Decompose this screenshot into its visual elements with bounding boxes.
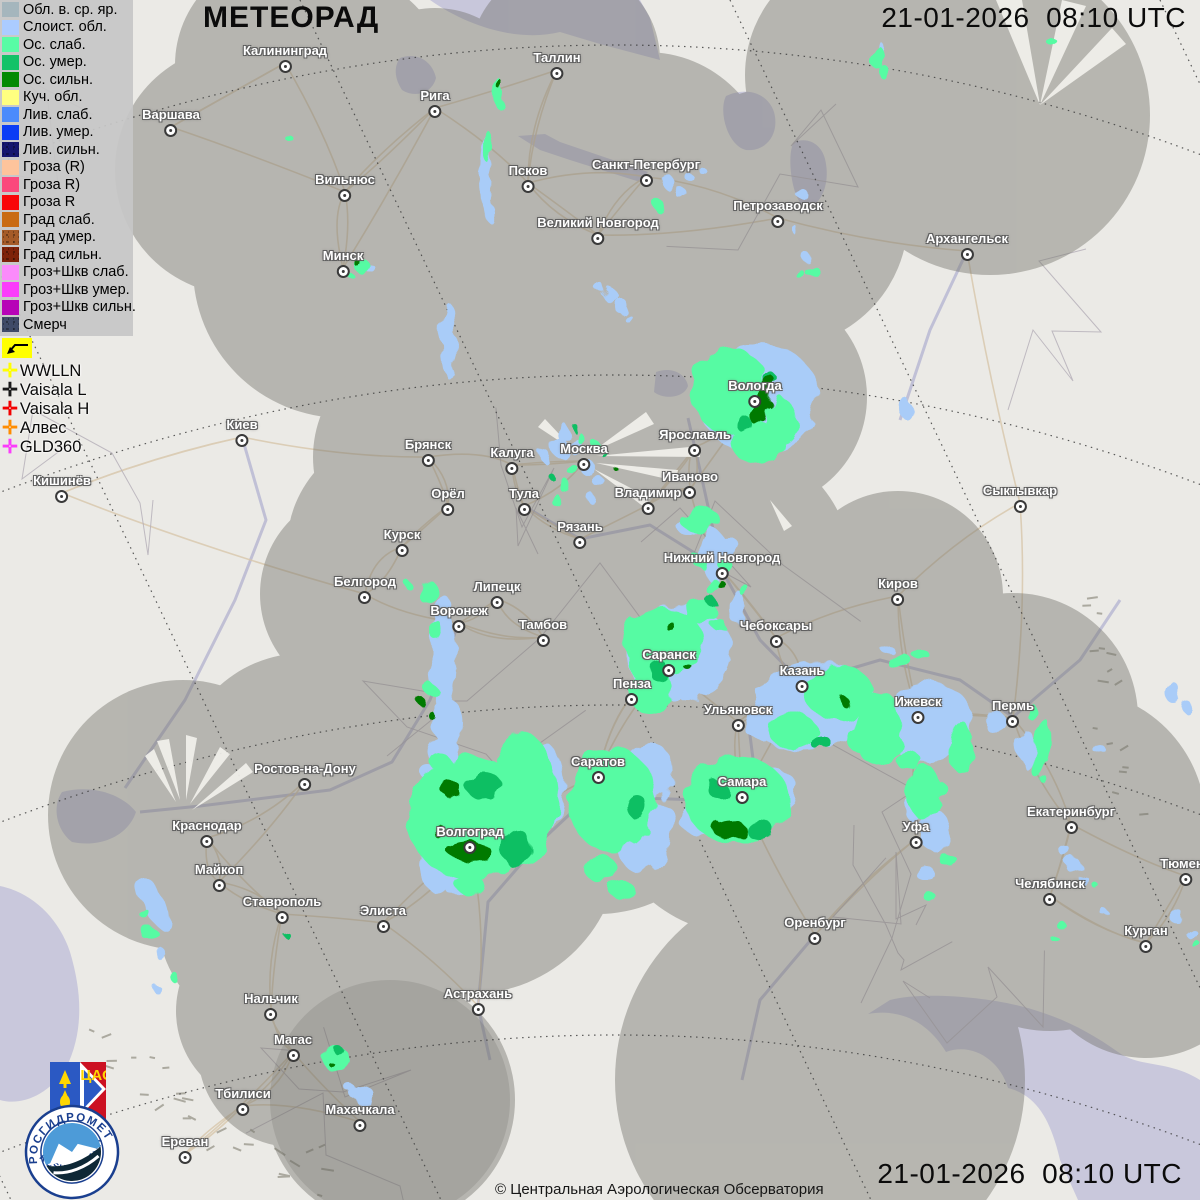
timestamp-top: 21-01-2026 08:10 UTC [881,2,1186,33]
legend-label: Гроз+Шкв умер. [23,281,130,298]
legend-label: Обл. в. ср. яр. [23,1,118,18]
legend-item: Слоист. обл. [0,19,133,37]
legend-label: Ос. умер. [23,54,87,71]
squall-symbol [2,338,32,358]
legend-item: Гроза R) [0,176,133,194]
legend-swatch [2,194,19,210]
legend-item: Ос. слаб. [0,36,133,54]
cross-icon: ✛ [2,380,18,401]
legend-swatch [2,107,19,123]
lightning-network-label: Vaisala H [19,400,90,418]
page-title: МЕТЕОРАД [203,1,380,34]
lightning-network-item: ✛ Vaisala H [2,400,89,419]
legend-item: Обл. в. ср. яр. [0,1,133,19]
legend-label: Слоист. обл. [23,19,107,36]
legend-label: Град умер. [23,229,96,246]
legend-item: Град умер. [0,229,133,247]
cross-icon: ✛ [2,399,18,420]
legend-swatch [2,2,19,18]
legend-swatch [2,229,19,245]
legend-item: Гроз+Шкв слаб. [0,264,133,282]
legend-swatch [2,159,19,175]
lightning-network-label: GLD360 [19,438,82,456]
legend-label: Лив. сильн. [23,141,100,158]
lightning-network-label: Vaisala L [19,381,87,399]
legend-item: Град слаб. [0,211,133,229]
legend-swatch [2,124,19,140]
legend-swatch [2,142,19,158]
legend-label: Гроз+Шкв слаб. [23,264,129,281]
legend-swatch [2,247,19,263]
legend-label: Ос. слаб. [23,36,86,53]
legend-label: Смерч [23,316,67,333]
legend-swatch [2,212,19,228]
legend-label: Куч. обл. [23,89,83,106]
legend-swatch [2,282,19,298]
legend-item: Град сильн. [0,246,133,264]
lightning-network-item: ✛ Vaisala L [2,381,89,400]
legend-item: Лив. сильн. [0,141,133,159]
legend-swatch [2,299,19,315]
legend-swatch [2,72,19,88]
legend-label: Лив. умер. [23,124,94,141]
legend-label: Ос. сильн. [23,71,93,88]
legend-label: Гроза R) [23,176,81,193]
legend-swatch [2,54,19,70]
copyright-text: © Центральная Аэрологическая Обсерватори… [495,1181,824,1198]
legend-label: Гроза (R) [23,159,85,176]
lightning-network-item: ✛ GLD360 [2,438,89,457]
precipitation-legend: Обл. в. ср. яр. Слоист. обл. Ос. слаб. Ос. … [0,0,136,336]
legend-swatch [2,37,19,53]
legend-swatch [2,177,19,193]
legend-label: Гроз+Шкв сильн. [23,299,136,316]
roshydromet-logo: РОСГИДРОМЕТ ROSHYDROMET [16,1100,120,1200]
squall-arrow-icon [7,344,28,354]
cao-letters: ЦАО [80,1067,106,1084]
legend-swatch [2,19,19,35]
cao-logo: ЦАО 1941 [50,1062,114,1143]
legend-item: Гроз+Шкв умер. [0,281,133,299]
legend-item: Куч. обл. [0,89,133,107]
timestamp-bottom: 21-01-2026 08:10 UTC [877,1158,1182,1189]
cross-icon: ✛ [2,361,18,382]
cross-icon: ✛ [2,418,18,439]
legend-item: Лив. умер. [0,124,133,142]
legend-item: Смерч [0,316,133,334]
lightning-network-item: ✛ WWLLN [2,362,89,381]
legend-label: Гроза R [23,194,76,211]
legend-item: Ос. умер. [0,54,133,72]
cross-icon: ✛ [2,437,18,458]
legend-item: Гроз+Шкв сильн. [0,299,136,317]
lightning-network-label: Алвес [19,419,67,437]
legend-item: Гроза R [0,194,133,212]
legend-label: Лив. слаб. [23,106,93,123]
legend-swatch [2,317,19,333]
lightning-network-item: ✛ Алвес [2,419,89,438]
legend-label: Град слаб. [23,211,95,228]
legend-item: Ос. сильн. [0,71,133,89]
legend-item: Гроза (R) [0,159,133,177]
legend-swatch [2,89,19,105]
legend-swatch [2,264,19,280]
lightning-networks-legend: ✛ WWLLN ✛ Vaisala L ✛ Vaisala H ✛ Алвес ✛ GLD360 [2,362,89,457]
legend-label: Град сильн. [23,246,103,263]
legend-item: Лив. слаб. [0,106,133,124]
lightning-network-label: WWLLN [19,362,82,380]
